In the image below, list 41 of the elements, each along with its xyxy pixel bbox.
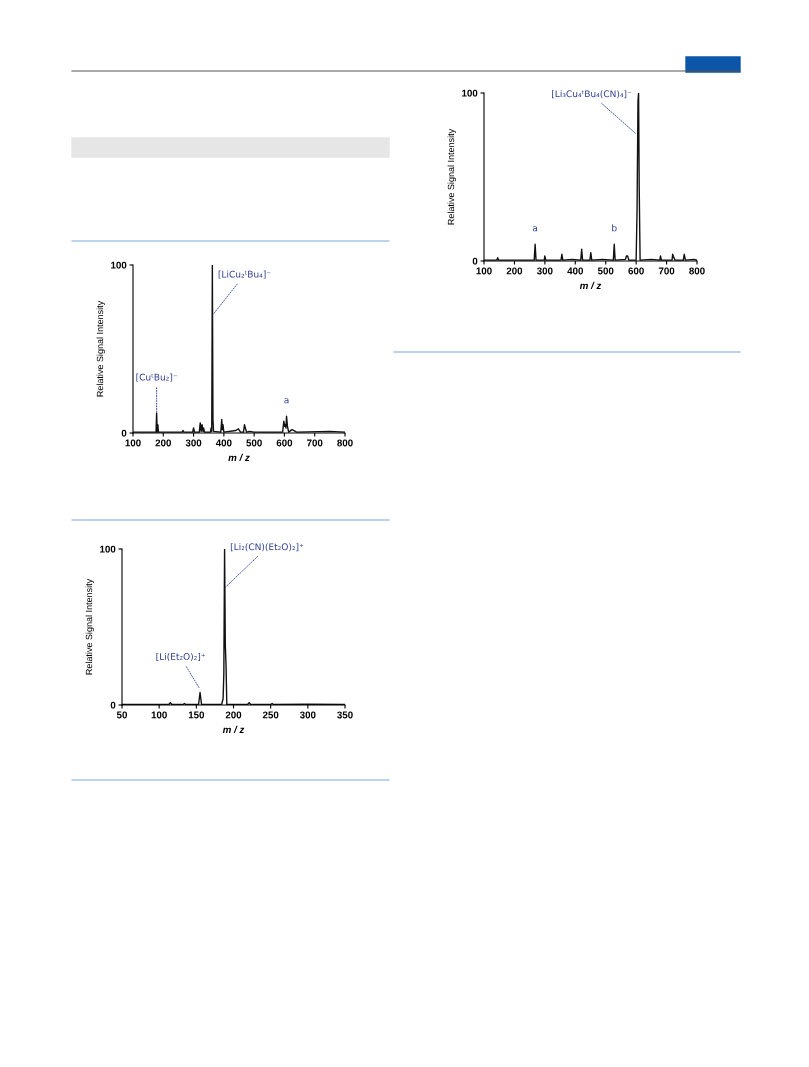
x-tick-label: 700 bbox=[307, 439, 323, 447]
x-tick-label: 250 bbox=[262, 711, 279, 719]
annotation: [Li₂(CN)(Et₂O)₂]⁺ bbox=[230, 543, 304, 552]
x-tick-label: 150 bbox=[188, 711, 205, 719]
y-axis-title: Relative Signal Intensity bbox=[447, 128, 456, 225]
annotation: b bbox=[612, 224, 617, 232]
x-axis-title: m / z bbox=[579, 281, 602, 290]
x-tick-label: 350 bbox=[337, 711, 353, 719]
x-tick-label: 50 bbox=[116, 711, 128, 719]
annotation: [CuᵗBu₂]⁻ bbox=[136, 373, 178, 382]
y-tick-label: 100 bbox=[111, 261, 127, 269]
annotation: [LiCu₂ᵗBu₄]⁻ bbox=[218, 270, 271, 279]
x-tick-label: 300 bbox=[185, 439, 202, 447]
x-tick-label: 500 bbox=[597, 267, 614, 275]
x-tick-label: 300 bbox=[299, 711, 316, 719]
x-axis-title: m / z bbox=[222, 725, 245, 734]
x-tick-label: 100 bbox=[476, 267, 492, 275]
x-tick-label: 300 bbox=[536, 267, 553, 275]
annotation: [Li(Et₂O)₂]⁺ bbox=[156, 652, 205, 661]
y-tick-label: 0 bbox=[472, 257, 478, 265]
x-axis-title: m / z bbox=[228, 453, 250, 462]
x-tick-label: 800 bbox=[689, 267, 705, 275]
x-tick-label: 200 bbox=[155, 439, 171, 447]
x-tick-label: 400 bbox=[567, 267, 583, 275]
y-tick-label: 0 bbox=[121, 429, 127, 437]
annotation: [Li₃Cu₄ᵗBu₄(CN)₄]⁻ bbox=[552, 90, 632, 99]
x-tick-label: 100 bbox=[151, 711, 167, 719]
annotation: a bbox=[532, 226, 538, 232]
y-axis-title: Relative Signal Intensity bbox=[96, 300, 105, 397]
annotation: a bbox=[284, 398, 289, 404]
x-tick-label: 400 bbox=[215, 439, 232, 447]
x-tick-label: 600 bbox=[628, 267, 644, 275]
x-tick-label: 200 bbox=[225, 711, 242, 719]
x-tick-label: 600 bbox=[276, 439, 293, 447]
x-tick-label: 500 bbox=[246, 439, 262, 447]
x-tick-label: 200 bbox=[506, 267, 523, 275]
x-tick-label: 100 bbox=[125, 439, 141, 447]
x-tick-label: 800 bbox=[337, 439, 353, 447]
y-tick-label: 0 bbox=[110, 701, 116, 709]
x-tick-label: 700 bbox=[658, 267, 675, 275]
y-axis-title: Relative Signal Intensity bbox=[85, 578, 94, 675]
